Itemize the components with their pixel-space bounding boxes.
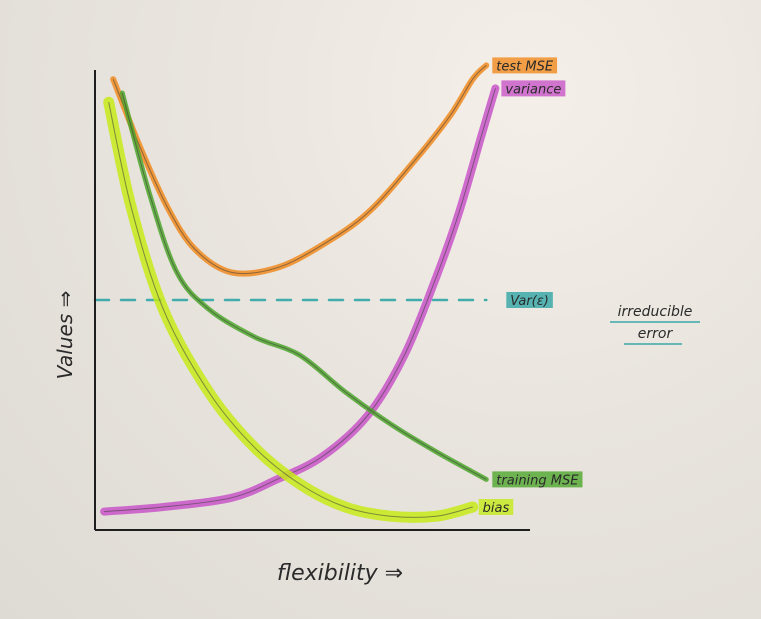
- series-pencil-test-mse: [112, 65, 487, 275]
- annotation-error: error: [638, 326, 674, 342]
- series-pencil-bias: [108, 102, 473, 518]
- axes-layer: [94, 70, 530, 531]
- legend-highlight-bias: [478, 499, 514, 515]
- legend-highlight-training-mse: [492, 471, 583, 488]
- labels-layer: test MSE variance Var(ε) training MSE bias: [478, 57, 583, 516]
- series-pencil-training-mse: [121, 92, 487, 480]
- y-axis-label: Values ⇒: [53, 291, 77, 380]
- legend-highlight-variance: [501, 80, 566, 97]
- series-pencil-variance: [104, 88, 496, 513]
- legend-label-var: Var(ε): [510, 294, 549, 309]
- annotation-irreducible: irreducible: [618, 304, 693, 320]
- legend-highlight-var: [506, 292, 553, 308]
- curves-layer: [93, 62, 500, 523]
- series-line-test-mse: [110, 62, 490, 277]
- legend-label-bias: bias: [483, 501, 510, 516]
- x-axis-label: flexibility ⇒: [277, 561, 403, 586]
- legend-label-variance: variance: [505, 82, 561, 97]
- legend-highlight-test-mse: [492, 57, 558, 74]
- legend-label-test-mse: test MSE: [496, 59, 554, 74]
- legend-label-training-mse: training MSE: [496, 473, 579, 488]
